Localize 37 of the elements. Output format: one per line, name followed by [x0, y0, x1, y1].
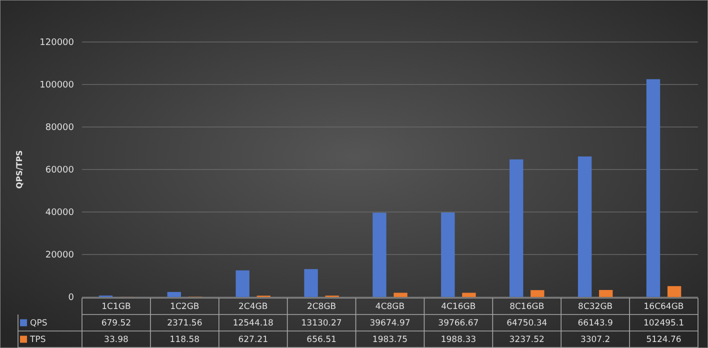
y-tick-label: 80000: [45, 123, 74, 134]
x-tick-label: 8C16GB: [510, 302, 544, 312]
x-tick-label: 2C8GB: [306, 302, 336, 312]
data-label: 39674.97: [370, 318, 410, 329]
x-tick-label: 4C8GB: [375, 302, 405, 312]
data-label: 64750.34: [506, 318, 548, 329]
y-tick-label: 120000: [40, 38, 74, 48]
data-label: 2371.56: [167, 318, 202, 329]
data-label: 118.58: [170, 335, 200, 346]
x-tick-label: 2C4GB: [238, 302, 268, 312]
y-tick-label: 40000: [45, 208, 74, 218]
x-tick-label: 8C32GB: [578, 302, 613, 312]
data-label: 656.51: [306, 335, 336, 346]
x-tick-label: 4C16GB: [441, 302, 476, 312]
legend-label: QPS: [30, 318, 48, 329]
x-tick-label: 1C1GB: [102, 302, 131, 312]
x-tick-label: 16C64GB: [644, 302, 684, 312]
y-tick-label: 60000: [45, 166, 74, 176]
data-label: 102495.1: [643, 318, 684, 329]
data-label: 5124.76: [646, 335, 682, 346]
data-label: 12544.18: [232, 318, 274, 329]
data-label: 1983.75: [372, 335, 408, 346]
data-label: 33.98: [104, 335, 128, 346]
data-label: 1988.33: [440, 335, 476, 346]
data-label: 39766.67: [438, 318, 479, 329]
data-label: 13130.27: [301, 318, 342, 329]
y-tick-label: 0: [68, 293, 74, 304]
y-axis-title: QPS/TPS: [15, 150, 24, 189]
data-label: 679.52: [101, 318, 132, 329]
legend-label: TPS: [29, 335, 46, 346]
y-tick-label: 20000: [45, 250, 74, 261]
data-label: 627.21: [238, 335, 268, 346]
data-label: 66143.9: [578, 318, 613, 329]
x-tick-label: 1C2GB: [170, 302, 200, 312]
data-label: 3307.2: [580, 335, 610, 346]
data-label: 3237.52: [509, 335, 544, 346]
y-tick-label: 100000: [40, 80, 74, 91]
